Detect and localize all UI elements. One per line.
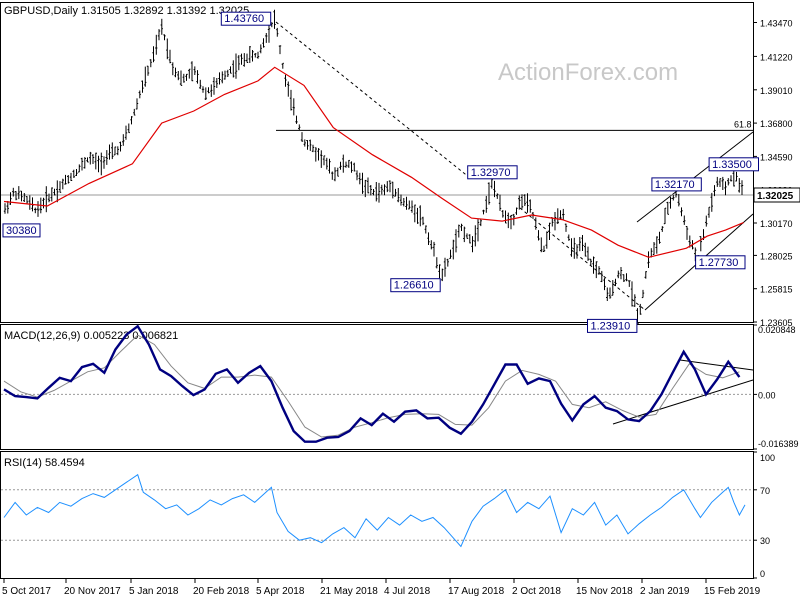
x-tick-label-7: 17 Aug 2018 [448,586,505,597]
x-tick-label-8: 2 Oct 2018 [512,586,561,597]
macd-y-tick-label-2: -0.016389 [758,439,799,449]
macd-y-tick-label-0: 0.020848 [758,325,796,335]
x-tick-label-2: 5 Jan 2018 [129,586,179,597]
rsi-y-tick-label-0: 100 [760,453,775,463]
price-y-tick-label-0: 1.43470 [760,19,793,29]
moving-average-line-0 [3,66,744,258]
rsi-y-tick-label-1: 70 [760,486,770,496]
annotation-label-0: 1.43760 [224,13,264,25]
x-tick-label-5: 21 May 2018 [320,586,378,597]
price-y-tick-label-2: 1.39010 [760,86,793,96]
x-tick-label-4: 5 Apr 2018 [256,586,305,597]
annotation-label-7: 30380 [6,225,37,237]
x-tick-label-10: 2 Jan 2019 [640,586,690,597]
macd-header: MACD(12,26,9) 0.005223 0.006821 [4,330,178,342]
annotation-label-6: 1.33500 [712,159,752,171]
annotation-label-1: 1.32970 [471,167,511,179]
x-tick-label-0: 5 Oct 2017 [2,586,51,597]
price-y-tick-label-1: 1.41220 [760,52,793,62]
rsi-series-line-0 [3,473,746,548]
rsi-y-tick-label-2: 30 [760,536,770,546]
fib-label: 61.8 [734,119,752,129]
x-tick-label-1: 20 Nov 2017 [64,586,121,597]
price-y-tick-label-7: 1.28025 [760,251,793,261]
annotation-box-2 [390,278,441,293]
annotation-box-1 [467,165,518,180]
macd-triangle-upper [679,359,754,371]
price-y-tick-label-4: 1.34590 [760,152,793,162]
rsi-panel-frame [0,451,754,579]
x-tick-label-6: 4 Jul 2018 [384,586,431,597]
x-tick-label-11: 15 Feb 2019 [704,586,761,597]
annotation-box-5 [695,255,746,270]
x-tick-label-3: 20 Feb 2018 [193,586,250,597]
trend-channel-upper [636,131,754,223]
price-y-tick-label-6: 1.30170 [760,219,793,229]
macd-triangle-lower [612,379,754,425]
macd-y-tick-label-1: 0.00 [758,390,776,400]
annotation-box-0 [220,11,272,26]
annotation-label-2: 1.26610 [394,280,434,292]
macd-series-line-1 [3,334,740,438]
price-y-tick-label-8: 1.25815 [760,285,793,295]
rsi-y-tick-label-3: 0 [760,569,765,579]
current-price-marker [753,187,800,203]
annotation-label-5: 1.27730 [699,257,739,269]
annotation-label-3: 1.23910 [591,320,631,332]
rsi-header: RSI(14) 58.4594 [4,457,85,469]
macd-series-line-0 [3,324,741,443]
price-header: GBPUSD,Daily 1.31505 1.32892 1.31392 1.3… [4,5,249,17]
x-tick-label-9: 15 Nov 2018 [576,586,633,597]
price-y-tick-label-9: 1.23605 [760,318,793,328]
annotation-box-3 [587,318,638,333]
annotation-box-6 [708,157,759,172]
price-y-tick-label-3: 1.36800 [760,119,793,129]
current-price-label: 1.32025 [757,191,794,202]
annotation-box-7 [2,223,41,238]
watermark: ActionForex.com [498,59,678,86]
annotation-box-4 [651,177,702,192]
macd-panel-frame [0,324,754,450]
annotation-label-4: 1.32170 [655,179,695,191]
trendline-dashed-2 [519,207,646,311]
